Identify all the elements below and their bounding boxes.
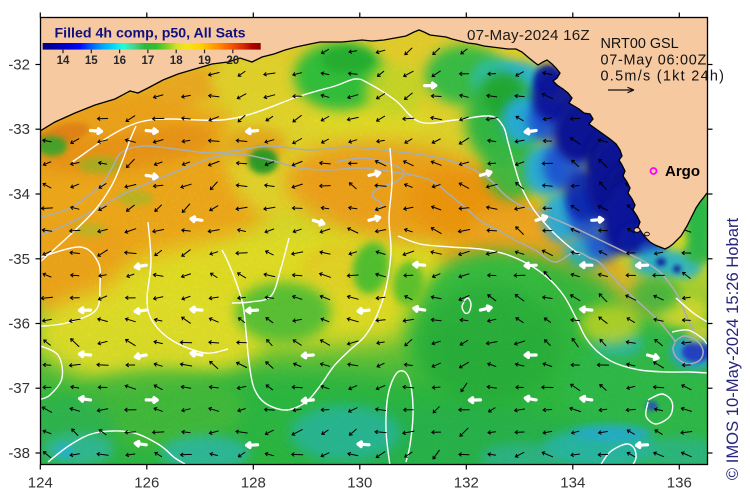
svg-text:-38: -38 [8, 445, 30, 462]
svg-text:0.5m/s (1kt 24h): 0.5m/s (1kt 24h) [601, 69, 726, 85]
svg-text:-32: -32 [8, 57, 30, 74]
svg-text:07-May-2024 16Z: 07-May-2024 16Z [467, 27, 590, 44]
svg-text:132: 132 [454, 475, 479, 492]
svg-text:134: 134 [560, 475, 585, 492]
svg-text:Argo: Argo [665, 163, 700, 180]
svg-text:© IMOS 10-May-2024 15:26 Hobar: © IMOS 10-May-2024 15:26 Hobart [723, 218, 742, 481]
svg-text:19: 19 [198, 55, 211, 67]
svg-text:17: 17 [142, 55, 155, 67]
svg-text:-35: -35 [8, 251, 30, 268]
svg-text:130: 130 [347, 475, 372, 492]
svg-text:Filled 4h comp, p50, All Sats: Filled 4h comp, p50, All Sats [55, 26, 246, 42]
svg-text:14: 14 [57, 55, 70, 67]
svg-text:18: 18 [170, 55, 183, 67]
svg-text:-37: -37 [8, 380, 30, 397]
svg-text:-34: -34 [8, 186, 30, 203]
svg-text:128: 128 [241, 475, 266, 492]
svg-text:136: 136 [667, 475, 692, 492]
svg-text:16: 16 [113, 55, 126, 67]
svg-text:07-May 06:00Z: 07-May 06:00Z [601, 52, 708, 68]
svg-text:15: 15 [85, 55, 98, 67]
svg-text:20: 20 [226, 55, 239, 67]
svg-text:-33: -33 [8, 121, 30, 138]
svg-text:-36: -36 [8, 316, 30, 333]
svg-text:126: 126 [134, 475, 159, 492]
svg-text:124: 124 [28, 475, 53, 492]
svg-text:NRT00 GSL: NRT00 GSL [601, 36, 679, 52]
